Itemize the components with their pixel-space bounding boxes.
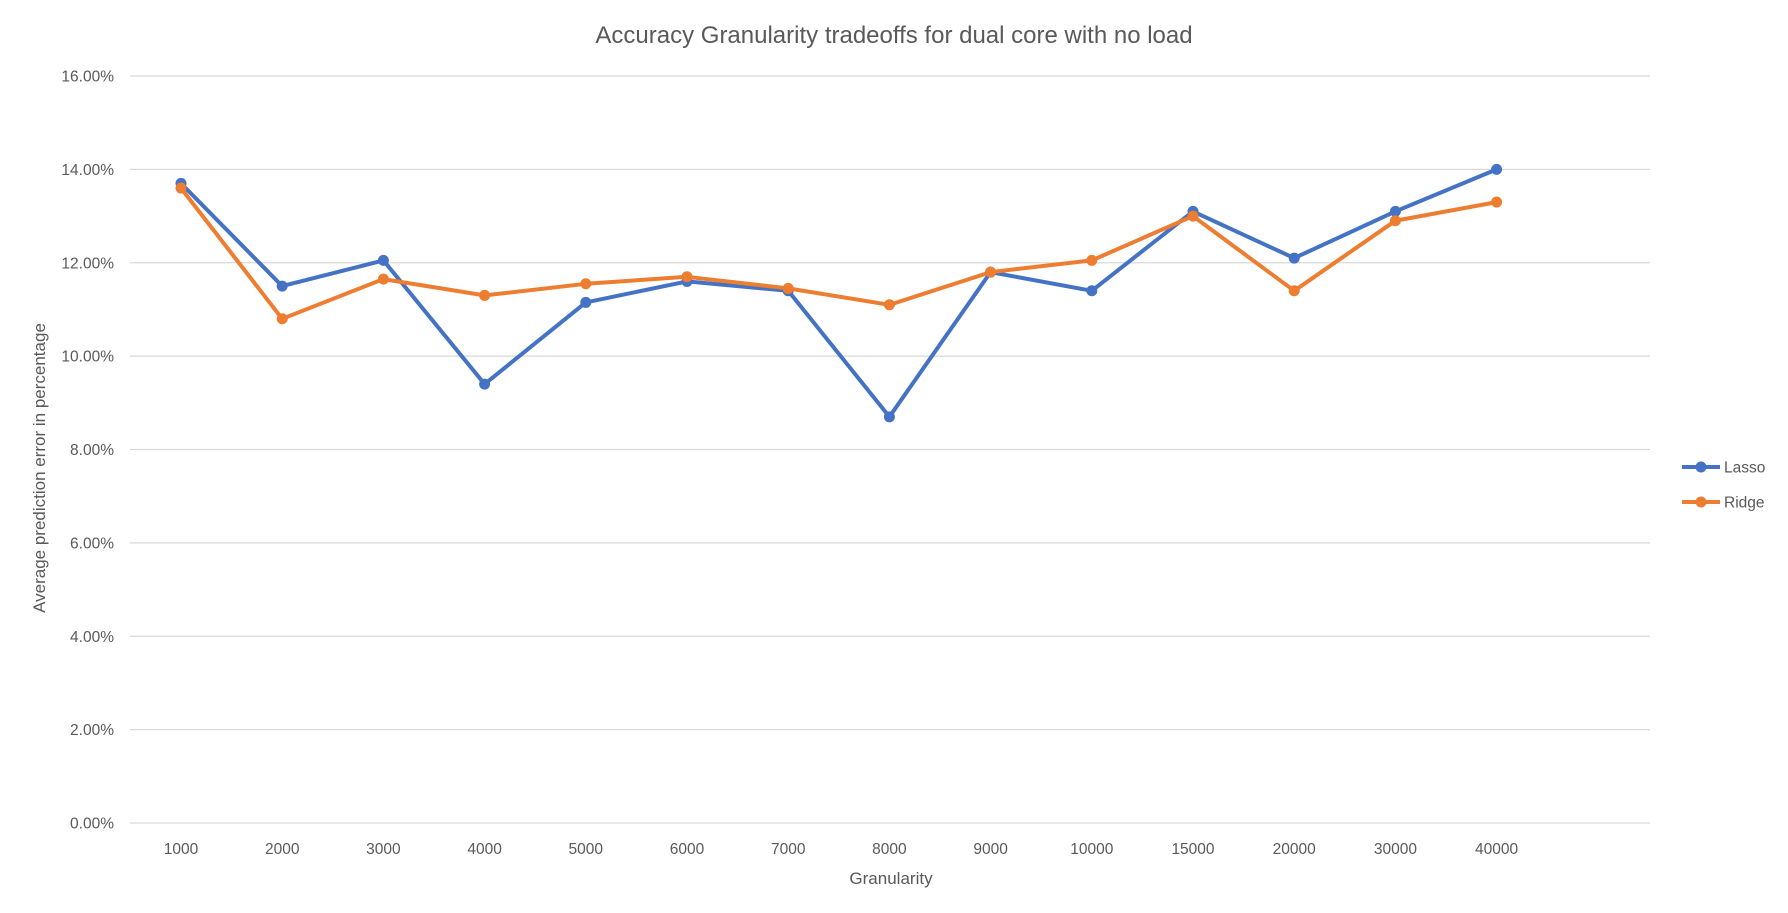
data-point-ridge bbox=[1389, 215, 1401, 227]
x-tick-label: 6000 bbox=[670, 841, 705, 858]
data-point-ridge bbox=[1491, 196, 1503, 208]
y-tick-label: 14.00% bbox=[61, 162, 114, 179]
y-tick-label: 6.00% bbox=[70, 535, 114, 552]
data-point-lasso bbox=[1086, 285, 1098, 297]
data-point-lasso bbox=[1389, 205, 1401, 217]
series-line-lasso bbox=[179, 167, 1499, 419]
y-tick-label: 4.00% bbox=[70, 629, 114, 646]
data-point-ridge bbox=[276, 313, 288, 325]
legend-label: Ridge bbox=[1724, 495, 1765, 512]
gridlines bbox=[130, 75, 1650, 824]
x-tick-label: 9000 bbox=[973, 841, 1008, 858]
y-tick-label: 12.00% bbox=[61, 255, 114, 272]
x-tick-label: 10000 bbox=[1070, 841, 1113, 858]
data-point-ridge bbox=[479, 289, 491, 301]
data-point-ridge bbox=[782, 282, 794, 294]
x-tick-label: 15000 bbox=[1171, 841, 1214, 858]
data-point-ridge bbox=[681, 271, 693, 283]
data-point-lasso bbox=[1288, 252, 1300, 264]
y-tick-label: 10.00% bbox=[61, 349, 114, 366]
legend: Lasso Ridge bbox=[1682, 460, 1765, 512]
x-tick-label: 4000 bbox=[467, 841, 502, 858]
y-tick-label: 2.00% bbox=[70, 722, 114, 739]
y-tick-label: 8.00% bbox=[70, 442, 114, 459]
data-point-ridge bbox=[1288, 285, 1300, 297]
x-axis-ticks: 1000 2000 3000 4000 5000 6000 7000 8000 9000 1000… bbox=[164, 841, 1519, 858]
data-point-ridge bbox=[985, 266, 997, 278]
y-axis-ticks: 0.00% 2.00% 4.00% 6.00% 8.00% 10.00% 12.00% 14.… bbox=[61, 69, 114, 833]
x-tick-label: 2000 bbox=[265, 841, 300, 858]
series-lasso bbox=[175, 163, 1503, 423]
data-point-lasso bbox=[883, 411, 895, 423]
x-tick-label: 8000 bbox=[872, 841, 907, 858]
x-tick-label: 7000 bbox=[771, 841, 806, 858]
legend-label: Lasso bbox=[1724, 460, 1765, 477]
data-point-ridge bbox=[175, 182, 187, 194]
x-tick-label: 30000 bbox=[1374, 841, 1417, 858]
data-point-lasso bbox=[479, 378, 491, 390]
x-tick-label: 20000 bbox=[1273, 841, 1316, 858]
data-point-ridge bbox=[883, 299, 895, 311]
series-ridge bbox=[175, 182, 1503, 325]
y-tick-label: 0.00% bbox=[70, 816, 114, 833]
data-point-ridge bbox=[377, 273, 389, 285]
legend-swatch-marker bbox=[1695, 496, 1707, 508]
data-point-lasso bbox=[377, 254, 389, 266]
legend-item-lasso: Lasso bbox=[1682, 460, 1765, 477]
x-tick-label: 3000 bbox=[366, 841, 401, 858]
chart-title: Accuracy Granularity tradeoffs for dual … bbox=[595, 22, 1192, 49]
data-point-lasso bbox=[1491, 163, 1503, 175]
x-tick-label: 1000 bbox=[164, 841, 199, 858]
data-point-ridge bbox=[1086, 254, 1098, 266]
data-point-lasso bbox=[276, 280, 288, 292]
data-point-lasso bbox=[580, 296, 592, 308]
y-axis-title: Average prediction error in percentage bbox=[30, 323, 49, 613]
y-tick-label: 16.00% bbox=[61, 69, 114, 86]
legend-item-ridge: Ridge bbox=[1682, 495, 1765, 512]
x-axis-title: Granularity bbox=[849, 869, 933, 888]
legend-swatch-marker bbox=[1695, 461, 1707, 473]
data-point-ridge bbox=[580, 278, 592, 290]
data-point-ridge bbox=[1187, 210, 1199, 222]
x-tick-label: 5000 bbox=[569, 841, 604, 858]
series-line-ridge bbox=[179, 186, 1499, 321]
series-group bbox=[175, 163, 1503, 423]
x-tick-label: 40000 bbox=[1475, 841, 1518, 858]
